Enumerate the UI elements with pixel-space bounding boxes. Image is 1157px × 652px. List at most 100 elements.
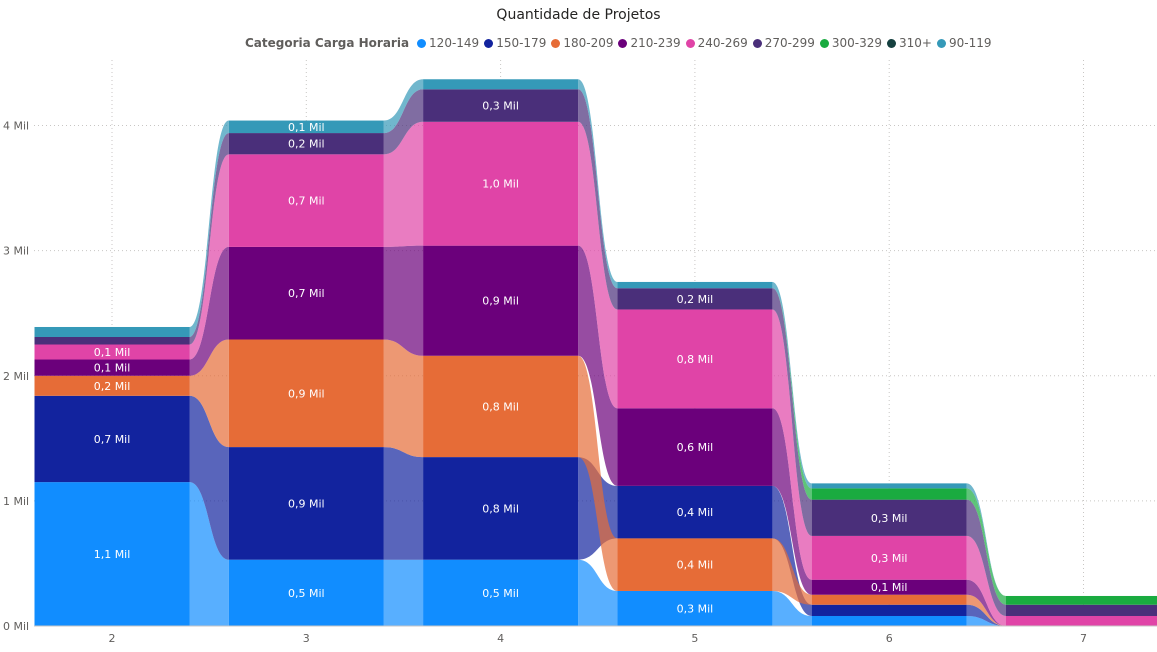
legend-item[interactable]: 300-329 [819, 36, 882, 50]
ribbon[interactable] [966, 483, 1006, 596]
bar-segment[interactable] [228, 339, 384, 448]
bar-segment[interactable] [228, 246, 384, 340]
legend-swatch [819, 38, 829, 48]
bar-segment[interactable] [228, 447, 384, 560]
bar-segment[interactable] [423, 79, 579, 90]
ribbon[interactable] [772, 288, 812, 536]
bar-segment[interactable] [34, 326, 190, 337]
ribbon[interactable] [578, 245, 618, 486]
ribbon[interactable] [189, 154, 229, 360]
bar-segment[interactable] [34, 359, 190, 376]
bar-segment[interactable] [423, 559, 579, 626]
bar-segment[interactable] [228, 154, 384, 247]
x-tick-label: 4 [497, 632, 504, 645]
data-label: 0,4 Mil [677, 559, 714, 572]
bar-segment[interactable] [811, 488, 967, 500]
bar-segment[interactable] [34, 344, 190, 360]
legend-swatch [417, 38, 427, 48]
ribbon[interactable] [772, 538, 812, 605]
ribbon[interactable] [578, 79, 618, 289]
data-label: 0,5 Mil [288, 587, 325, 600]
bar-segment[interactable] [811, 594, 967, 605]
bar-segment[interactable] [811, 499, 967, 536]
data-label: 0,1 Mil [871, 581, 908, 594]
ribbon[interactable] [966, 499, 1006, 616]
ribbon[interactable] [578, 89, 618, 310]
bar-segment[interactable] [811, 579, 967, 595]
bar-segment[interactable] [617, 309, 773, 409]
data-label: 0,7 Mil [94, 433, 131, 446]
bar-segment[interactable] [34, 375, 190, 396]
ribbon[interactable] [383, 559, 424, 626]
bar-segment[interactable] [423, 89, 579, 122]
ribbon[interactable] [578, 559, 618, 626]
ribbon[interactable] [578, 121, 618, 409]
ribbon[interactable] [578, 355, 618, 591]
bar-segment[interactable] [617, 281, 773, 289]
bar-segment[interactable] [1006, 615, 1157, 626]
data-label: 0,2 Mil [288, 138, 325, 151]
bar-segment[interactable] [34, 336, 190, 345]
bar-segment[interactable] [228, 133, 384, 155]
legend-label: 150-179 [496, 36, 547, 50]
ribbon[interactable] [772, 288, 812, 500]
bar-segment[interactable] [1006, 604, 1157, 616]
bar-segment[interactable] [617, 538, 773, 591]
data-label: 1,1 Mil [94, 548, 131, 561]
ribbon[interactable] [383, 339, 424, 458]
bar-segment[interactable] [617, 485, 773, 539]
data-label: 0,6 Mil [677, 441, 714, 454]
ribbon[interactable] [383, 89, 424, 155]
chart-title: Quantidade de Projetos [496, 7, 661, 23]
ribbon[interactable] [383, 79, 424, 134]
bar-segment[interactable] [423, 457, 579, 560]
ribbon[interactable] [383, 447, 424, 560]
legend-item[interactable]: 310+ [887, 36, 932, 50]
bar-segment[interactable] [617, 288, 773, 310]
data-label: 0,7 Mil [288, 195, 325, 208]
ribbon[interactable] [383, 121, 424, 247]
legend-item[interactable]: 180-209 [551, 36, 613, 50]
data-label: 0,8 Mil [482, 502, 519, 515]
ribbon[interactable] [189, 339, 229, 448]
legend-item[interactable]: 90-119 [937, 36, 992, 50]
bar-segment[interactable] [423, 355, 579, 458]
ribbon[interactable] [772, 408, 812, 595]
legend-item[interactable]: 120-149 [417, 36, 479, 50]
bar-segment[interactable] [228, 559, 384, 626]
bar-segment[interactable] [1006, 595, 1157, 605]
legend-label: 90-119 [949, 36, 992, 50]
bar-segment[interactable] [811, 483, 967, 489]
bar-segment[interactable] [811, 615, 967, 626]
legend-item[interactable]: 210-239 [618, 36, 681, 50]
bar-segment[interactable] [34, 482, 190, 626]
legend-item[interactable]: 150-179 [484, 36, 546, 50]
ribbon[interactable] [189, 395, 229, 560]
ribbon[interactable] [189, 246, 229, 376]
bar-segment[interactable] [423, 121, 579, 246]
bar-segment[interactable] [811, 535, 967, 580]
bar-segment[interactable] [34, 395, 190, 483]
y-tick-label: 1 Mil [3, 495, 29, 508]
data-label: 0,8 Mil [677, 353, 714, 366]
data-label: 0,2 Mil [677, 293, 714, 306]
bar-segment[interactable] [423, 245, 579, 356]
ribbon[interactable] [189, 120, 229, 337]
legend-item[interactable]: 270-299 [752, 36, 815, 50]
bar-segment[interactable] [228, 120, 384, 134]
ribbon[interactable] [189, 133, 229, 345]
ribbon[interactable] [772, 485, 812, 616]
ribbon[interactable] [966, 488, 1006, 605]
ribbon[interactable] [772, 281, 812, 489]
ribbon[interactable] [383, 245, 424, 356]
ribbon[interactable] [772, 309, 812, 580]
bar-segment[interactable] [617, 408, 773, 486]
bar-segment[interactable] [811, 604, 967, 616]
bar-segment[interactable] [617, 590, 773, 626]
ribbon[interactable] [772, 590, 812, 626]
data-label: 0,3 Mil [482, 100, 519, 113]
ribbon[interactable] [189, 482, 229, 626]
ribbon[interactable] [966, 535, 1006, 626]
data-labels: 1,1 Mil 0,7 Mil 0,2 Mil 0,1 Mil 0,1 Mil 0,5 M… [94, 100, 908, 616]
legend-item[interactable]: 240-269 [685, 36, 748, 50]
